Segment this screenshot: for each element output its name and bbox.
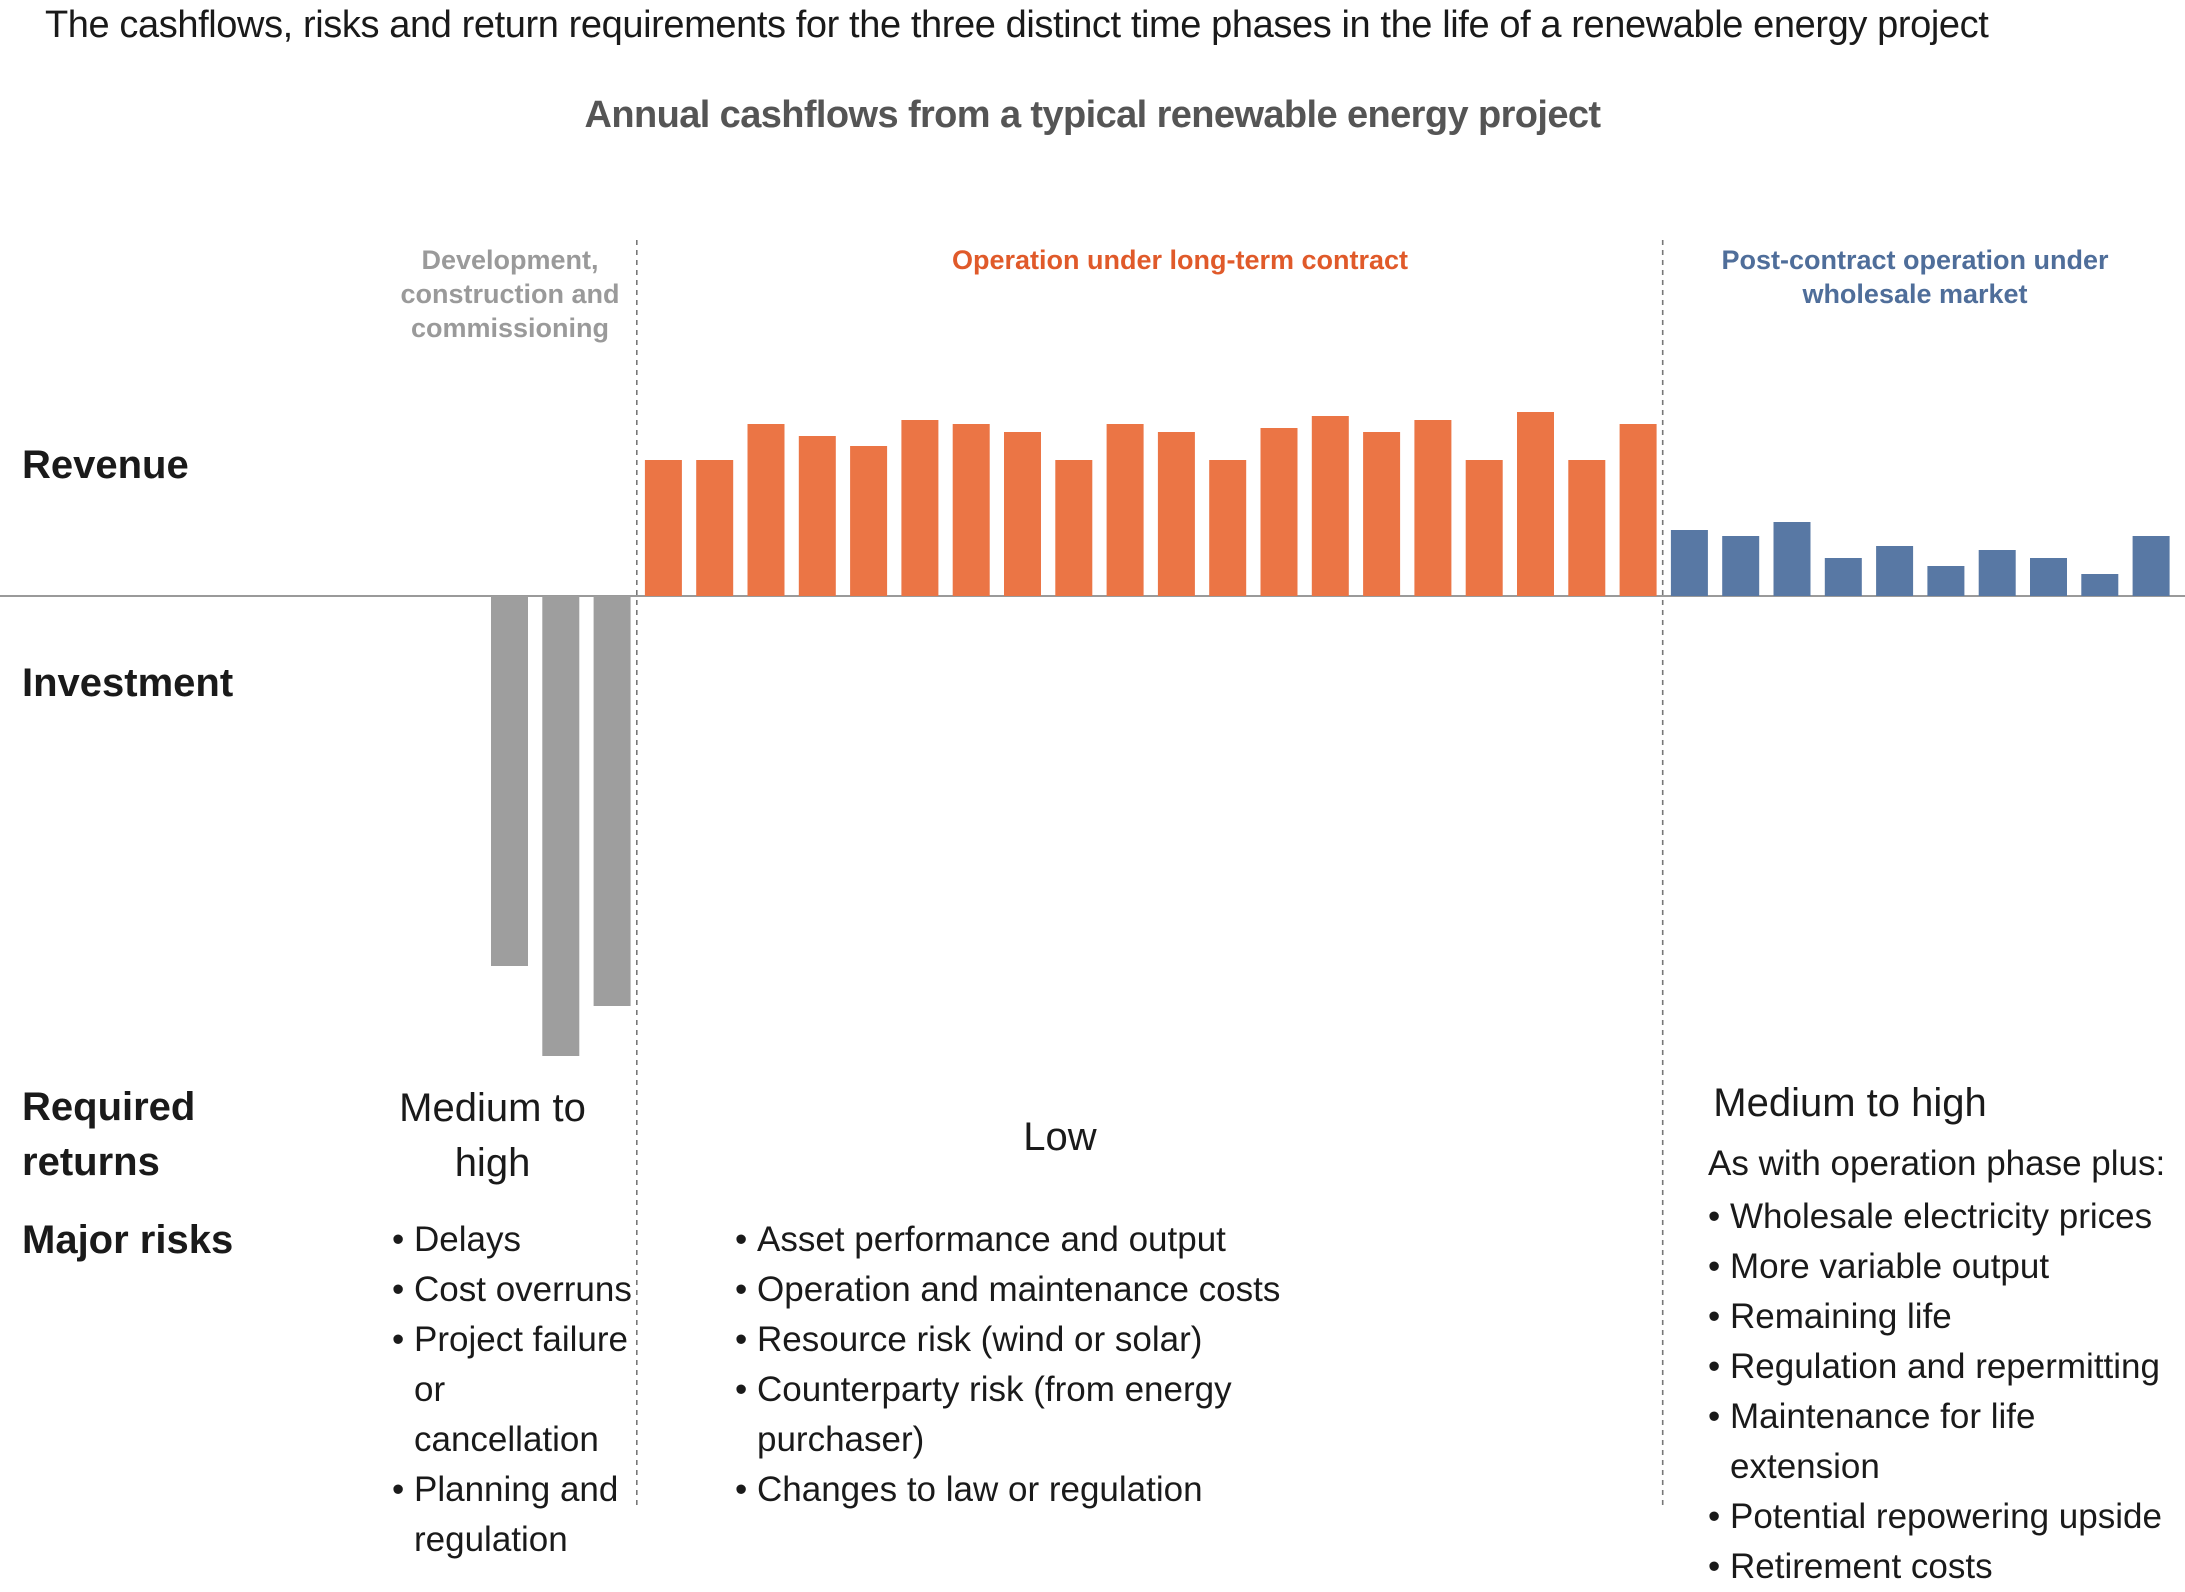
bar-phase2-year-10 [1106,424,1144,596]
returns-development: Medium to high [399,1086,586,1185]
returns-operation: Low [1023,1115,1097,1159]
row-label-investment: Investment [22,661,234,705]
risk-item: Potential repowering upside [1708,1492,2178,1542]
row-label-major-risks: Major risks [22,1218,234,1262]
bar-phase3-year-3 [1773,522,1811,596]
bar-phase3-year-1 [1670,530,1708,596]
risk-item: Asset performance and output [735,1215,1295,1265]
risk-item: Counterparty risk (from energy purchaser… [735,1365,1295,1465]
bar-phase3-year-2 [1722,536,1760,596]
bar-phase2-year-2 [696,460,734,596]
risk-list-development: Delays Cost overruns Project failure or … [392,1215,632,1565]
bar-phase2-year-12 [1209,460,1247,596]
row-label-revenue: Revenue [22,443,189,487]
risk-item: Resource risk (wind or solar) [735,1315,1295,1365]
bar-phase3-year-5 [1876,546,1914,596]
bar-phase2-year-8 [1004,432,1041,596]
risk-item: Retirement costs [1708,1542,2178,1592]
bar-phase3-year-7 [1978,550,2016,596]
bar-phase2-year-4 [798,436,836,596]
risk-item: More variable output [1708,1242,2178,1292]
phase-label-operation: Operation under long-term contract [951,245,1409,275]
bar-phase2-year-16 [1414,420,1452,596]
bar-phase2-year-11 [1157,432,1195,596]
bar-phase2-year-5 [850,446,888,596]
bar-phase2-year-1 [644,460,682,596]
bar-phase2-year-3 [747,424,785,596]
chart-title: Annual cashflows from a typical renewabl… [584,94,1602,136]
bar-phase1-year-2 [542,596,580,1056]
bar-phase3-year-9 [2081,574,2119,596]
bar-phase1-year-1 [491,596,528,966]
bar-phase3-year-10 [2132,536,2170,596]
returns-post-contract: Medium to high [1713,1081,1987,1125]
risk-item: Maintenance for life extension [1708,1392,2178,1492]
bar-phase2-year-9 [1055,460,1093,596]
risk-item: Regulation and repermitting [1708,1342,2178,1392]
bar-phase1-year-3 [593,596,631,1006]
bar-phase3-year-4 [1824,558,1862,596]
risk-item: Changes to law or regulation [735,1465,1295,1515]
risk-item: Remaining life [1708,1292,2178,1342]
bar-phase3-year-6 [1927,566,1965,596]
risk-item: Operation and maintenance costs [735,1265,1295,1315]
bar-phase2-year-13 [1260,428,1298,596]
phase-label-development: Development, construction and commission… [400,245,620,343]
bar-phase2-year-17 [1465,460,1503,596]
phase-label-post-contract: Post-contract operation under wholesale … [1721,245,2109,309]
bar-phase2-year-18 [1517,412,1554,596]
risk-list-operation: Asset performance and output Operation a… [735,1215,1295,1515]
cashflow-chart [0,240,2185,1505]
risk-item: Delays [392,1215,632,1265]
bar-phase2-year-19 [1568,460,1606,596]
risk-item: Planning and regulation [392,1465,632,1565]
risk-list-post-contract: Wholesale electricity prices More variab… [1708,1192,2178,1592]
risk-item: Wholesale electricity prices [1708,1192,2178,1242]
bar-phase3-year-8 [2030,558,2067,596]
bar-phase2-year-6 [901,420,939,596]
bar-phase2-year-7 [952,424,990,596]
bar-phase2-year-15 [1363,432,1401,596]
page-title: The cashflows, risks and return requirem… [45,4,1989,46]
row-label-required-returns: Required returns [22,1085,196,1184]
post-contract-intro: As with operation phase plus: [1708,1144,2166,1183]
bar-phase2-year-14 [1311,416,1349,596]
risk-item: Project failure or cancellation [392,1315,632,1465]
bar-phase2-year-20 [1619,424,1657,596]
risk-item: Cost overruns [392,1265,632,1315]
